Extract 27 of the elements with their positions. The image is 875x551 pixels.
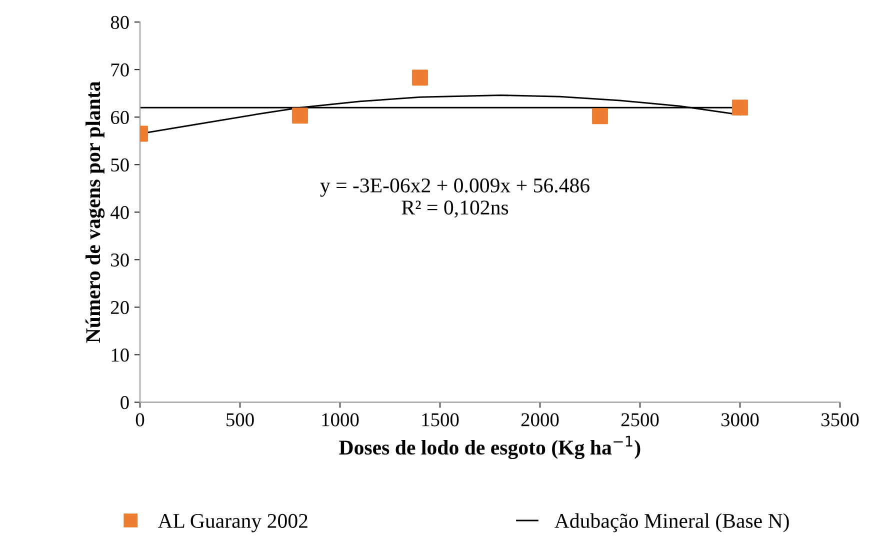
x-tick-label: 500 xyxy=(226,413,254,426)
y-tick-label: 40 xyxy=(110,206,129,220)
y-tick-label: 50 xyxy=(111,158,129,172)
x-tick-label: 2000 xyxy=(521,413,559,426)
point xyxy=(412,70,428,86)
y-tick-label: 0 xyxy=(120,396,129,410)
y-tick-label: 80 xyxy=(110,16,129,29)
x-axis-title: Doses de lodo de esgoto (Kg ha$^{−1}$) xyxy=(339,436,640,460)
y-axis-title: Número de vagens por planta xyxy=(86,81,105,343)
legend-label: Adubação Mineral (Base N) xyxy=(554,513,789,532)
x-tick-label: 0 xyxy=(136,413,144,426)
x-tick-label: 1500 xyxy=(422,413,459,426)
point xyxy=(732,100,748,116)
legend-label: AL Guarany 2002 xyxy=(158,514,308,532)
point xyxy=(592,108,608,124)
x-tick-label: 3500 xyxy=(821,413,859,426)
x-tick-label: 3000 xyxy=(721,413,759,426)
annotation: R² = 0,102ns xyxy=(402,200,508,218)
y-tick-label: 30 xyxy=(111,253,129,267)
x-tick-label: 1000 xyxy=(322,413,359,426)
y-tick-label: 20 xyxy=(110,301,129,314)
point xyxy=(292,108,308,124)
x-tick-label: 2500 xyxy=(621,413,659,426)
y-tick-label: 10 xyxy=(112,348,129,362)
annotation: y = -3E-06x2 + 0.009x + 56.486 xyxy=(320,178,590,197)
y-tick-label: 70 xyxy=(111,63,129,76)
y-tick-label: 60 xyxy=(110,110,129,124)
